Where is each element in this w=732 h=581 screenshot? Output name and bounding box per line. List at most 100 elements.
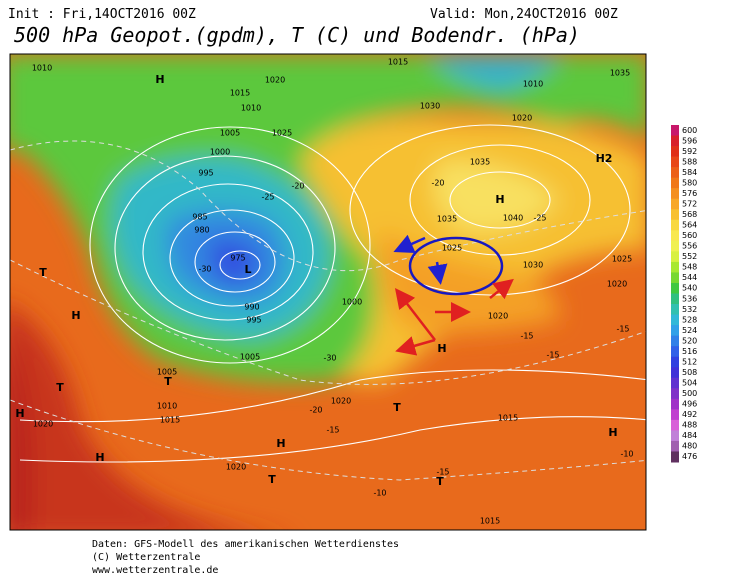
colorbar-label: 476	[682, 452, 697, 461]
map-frame	[9, 53, 647, 531]
colorbar-swatch	[671, 230, 679, 242]
colorbar-swatch	[671, 125, 679, 137]
colorbar-swatch	[671, 240, 679, 252]
map-label: 1035	[470, 158, 490, 167]
map-label: 1010	[241, 104, 261, 113]
map-label: 1025	[442, 244, 462, 253]
colorbar-swatch	[671, 430, 679, 442]
colorbar-label: 496	[682, 400, 697, 409]
colorbar-label: 480	[682, 442, 697, 451]
map-label: 1030	[420, 102, 440, 111]
map-label: H	[608, 426, 617, 439]
footer-line: www.wetterzentrale.de	[92, 565, 218, 576]
map-label: 1005	[157, 368, 177, 377]
map-label: -15	[520, 332, 533, 341]
map-label: 1025	[272, 129, 292, 138]
colorbar-label: 500	[682, 389, 697, 398]
colorbar-label: 596	[682, 136, 697, 145]
highlight-ellipse	[408, 236, 504, 296]
map-label: 1035	[610, 69, 630, 78]
colorbar-swatch	[671, 440, 679, 452]
colorbar-swatch	[671, 198, 679, 210]
map-label: -20	[309, 406, 322, 415]
map-label: 1020	[607, 280, 627, 289]
colorbar-label: 532	[682, 305, 697, 314]
colorbar-swatch	[671, 209, 679, 221]
map-label: 995	[198, 169, 213, 178]
colorbar-swatch	[671, 356, 679, 368]
colorbar-swatch	[671, 293, 679, 305]
map-label: 1000	[342, 298, 362, 307]
map-label: 1020	[33, 420, 53, 429]
map-labels: H L H T H T T H H H T H T T H H2 1010 1015 1030 1035 1040 103…	[15, 58, 633, 526]
map-label: H	[276, 437, 285, 450]
colorbar-label: 504	[682, 379, 697, 388]
colorbar-swatch	[671, 398, 679, 410]
colorbar-label: 548	[682, 263, 697, 272]
colorbar-label: 600	[682, 126, 697, 135]
map-label: -25	[261, 193, 274, 202]
colorbar-label: 568	[682, 210, 697, 219]
colorbar-label: 588	[682, 157, 697, 166]
colorbar-swatch	[671, 335, 679, 347]
map-label: 1015	[230, 89, 250, 98]
colorbar-swatch	[671, 367, 679, 379]
map-label: 1010	[32, 64, 52, 73]
colorbar-swatch	[671, 388, 679, 400]
map-title: 500 hPa Geopot.(gpdm), T (C) und Bodendr…	[14, 23, 580, 47]
colorbar-label: 512	[682, 357, 697, 366]
colorbar-label: 536	[682, 294, 697, 303]
map-label: -20	[291, 182, 304, 191]
map-label: 975	[230, 254, 245, 263]
map-label: 985	[192, 213, 207, 222]
colorbar-swatch	[671, 304, 679, 316]
colorbar-label: 508	[682, 368, 697, 377]
map-label: -10	[620, 450, 633, 459]
map-label: -20	[431, 179, 444, 188]
colorbar-swatch	[671, 146, 679, 158]
colorbar-label: 556	[682, 242, 697, 251]
map-label: 1010	[157, 402, 177, 411]
colorbar-swatch	[671, 219, 679, 231]
map-label: 1015	[160, 416, 180, 425]
colorbar-label: 544	[682, 273, 697, 282]
map-label: -30	[198, 265, 211, 274]
map-label: -15	[326, 426, 339, 435]
arrows	[393, 234, 514, 356]
colorbar-swatch	[671, 419, 679, 431]
map-label: 1010	[523, 80, 543, 89]
map-label: -25	[533, 214, 546, 223]
colorbar-swatch	[671, 135, 679, 147]
map-label: 995	[246, 316, 261, 325]
colorbar-swatch	[671, 325, 679, 337]
colorbar-label: 524	[682, 326, 697, 335]
map-label: H	[155, 73, 164, 86]
colorbar-label: 528	[682, 315, 697, 324]
colorbar-label: 488	[682, 421, 697, 430]
map-label: -10	[373, 489, 386, 498]
colorbar-label: 592	[682, 147, 697, 156]
colorbar-swatch	[671, 177, 679, 189]
map-label: 1000	[210, 148, 230, 157]
colorbar-label: 564	[682, 221, 697, 230]
map-label: 1020	[488, 312, 508, 321]
colorbar-label: 520	[682, 336, 697, 345]
colorbar-swatch	[671, 261, 679, 273]
map-label: T	[164, 375, 172, 388]
map-label: H	[71, 309, 80, 322]
colorbar-swatch	[671, 282, 679, 294]
map-label: 1020	[331, 397, 351, 406]
map-label: L	[244, 263, 251, 276]
colorbar-label: 484	[682, 431, 697, 440]
map-label: T	[39, 266, 47, 279]
init-time: Init : Fri,14OCT2016 00Z	[8, 7, 196, 22]
colorbar-label: 492	[682, 410, 697, 419]
colorbar-label: 584	[682, 168, 697, 177]
colorbar-swatch	[671, 188, 679, 200]
colorbar-label: 552	[682, 252, 697, 261]
map-label: T	[268, 473, 276, 486]
map-label: H2	[596, 152, 613, 165]
colorbar-label: 580	[682, 178, 697, 187]
footer-line: (C) Wetterzentrale	[92, 552, 200, 563]
